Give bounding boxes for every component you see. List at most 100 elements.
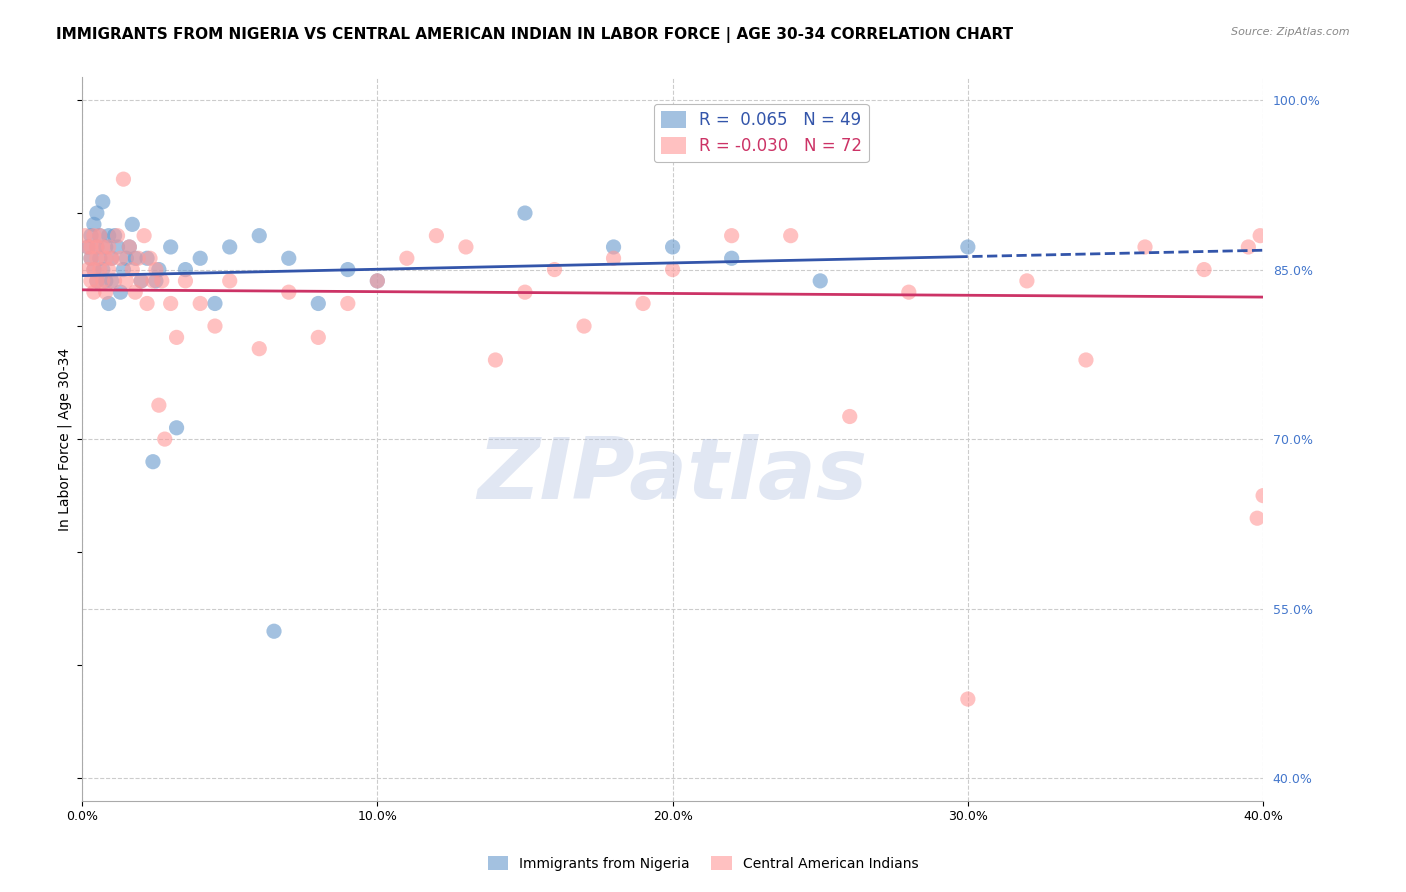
Point xyxy=(159,240,181,254)
Point xyxy=(91,240,114,254)
Point xyxy=(166,330,188,344)
Point xyxy=(86,252,108,266)
Point xyxy=(83,218,105,232)
Point xyxy=(720,228,742,243)
Text: ZIPatlas: ZIPatlas xyxy=(478,434,868,516)
Point xyxy=(543,262,565,277)
Point xyxy=(174,274,197,288)
Point xyxy=(100,274,122,288)
Point xyxy=(83,228,105,243)
Point xyxy=(83,262,105,277)
Point xyxy=(145,262,167,277)
Point xyxy=(83,285,105,300)
Point xyxy=(159,296,181,310)
Point xyxy=(94,252,117,266)
Point xyxy=(366,274,388,288)
Point xyxy=(1192,262,1215,277)
Point xyxy=(83,262,105,277)
Point xyxy=(484,353,506,368)
Point xyxy=(366,274,388,288)
Point xyxy=(112,172,135,186)
Point xyxy=(779,228,801,243)
Point xyxy=(121,218,143,232)
Point xyxy=(118,240,141,254)
Point xyxy=(91,194,114,209)
Point xyxy=(97,240,120,254)
Point xyxy=(77,262,100,277)
Point xyxy=(136,252,159,266)
Point xyxy=(263,624,285,639)
Point xyxy=(132,228,155,243)
Point xyxy=(80,228,103,243)
Point xyxy=(97,228,120,243)
Point xyxy=(80,252,103,266)
Point xyxy=(124,285,146,300)
Point xyxy=(142,455,165,469)
Point xyxy=(80,240,103,254)
Point xyxy=(218,240,240,254)
Point xyxy=(307,330,329,344)
Point xyxy=(110,252,132,266)
Point xyxy=(661,262,683,277)
Point xyxy=(720,252,742,266)
Point xyxy=(148,398,170,412)
Point xyxy=(124,252,146,266)
Point xyxy=(513,285,536,300)
Point xyxy=(336,262,359,277)
Point xyxy=(956,240,979,254)
Point xyxy=(956,692,979,706)
Point xyxy=(204,319,226,334)
Point xyxy=(100,252,122,266)
Point xyxy=(94,274,117,288)
Point xyxy=(112,262,135,277)
Point xyxy=(1246,511,1268,525)
Point xyxy=(121,262,143,277)
Point xyxy=(115,274,138,288)
Point xyxy=(513,206,536,220)
Point xyxy=(127,252,149,266)
Point xyxy=(97,296,120,310)
Text: Source: ZipAtlas.com: Source: ZipAtlas.com xyxy=(1232,27,1350,37)
Point xyxy=(103,274,125,288)
Point xyxy=(110,285,132,300)
Point xyxy=(572,319,595,334)
Point xyxy=(136,296,159,310)
Y-axis label: In Labor Force | Age 30-34: In Labor Force | Age 30-34 xyxy=(58,348,72,531)
Point xyxy=(129,274,152,288)
Point xyxy=(838,409,860,424)
Point xyxy=(86,274,108,288)
Point xyxy=(247,228,270,243)
Point xyxy=(86,240,108,254)
Point xyxy=(1015,274,1038,288)
Point xyxy=(1237,240,1260,254)
Point xyxy=(86,206,108,220)
Point xyxy=(89,252,111,266)
Point xyxy=(1074,353,1097,368)
Point xyxy=(139,252,162,266)
Point xyxy=(277,285,299,300)
Point xyxy=(80,274,103,288)
Point xyxy=(77,240,100,254)
Point xyxy=(1251,489,1274,503)
Legend: Immigrants from Nigeria, Central American Indians: Immigrants from Nigeria, Central America… xyxy=(482,850,924,876)
Point xyxy=(77,240,100,254)
Point xyxy=(100,252,122,266)
Point xyxy=(145,274,167,288)
Point xyxy=(86,274,108,288)
Point xyxy=(107,228,129,243)
Point xyxy=(89,262,111,277)
Point xyxy=(631,296,654,310)
Point xyxy=(307,296,329,310)
Point xyxy=(153,432,176,446)
Point xyxy=(142,274,165,288)
Legend: R =  0.065   N = 49, R = -0.030   N = 72: R = 0.065 N = 49, R = -0.030 N = 72 xyxy=(654,103,869,161)
Point xyxy=(80,252,103,266)
Point xyxy=(73,228,96,243)
Point xyxy=(454,240,477,254)
Point xyxy=(86,240,108,254)
Point xyxy=(204,296,226,310)
Point xyxy=(808,274,831,288)
Point xyxy=(91,274,114,288)
Point xyxy=(115,252,138,266)
Point xyxy=(602,240,624,254)
